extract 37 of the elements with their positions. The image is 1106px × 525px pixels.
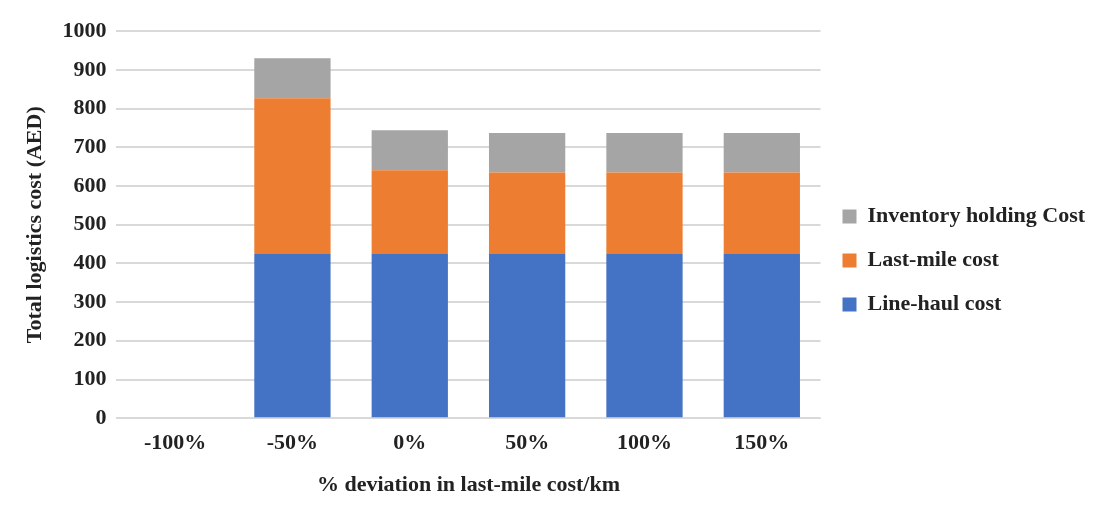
- y-tick-label: 500: [73, 210, 107, 236]
- legend-label: Line-haul cost: [867, 290, 1003, 316]
- y-tick-label: 300: [73, 287, 107, 313]
- x-tick-label: -50%: [266, 429, 319, 455]
- legend-label: Inventory holding Cost: [867, 202, 1086, 228]
- bar: [606, 172, 683, 255]
- y-axis-title: Total logistics cost (AED): [20, 106, 46, 344]
- y-tick-label: 1000: [62, 16, 107, 42]
- y-tick-label: 0: [95, 403, 107, 429]
- y-tick-label: 400: [73, 249, 107, 275]
- x-tick-label: 100%: [616, 429, 672, 455]
- bar: [254, 58, 331, 99]
- x-tick-label: 150%: [734, 429, 790, 455]
- y-tick-label: 900: [73, 55, 107, 81]
- x-tick-label: 0%: [393, 429, 427, 455]
- bar: [488, 172, 566, 255]
- bar: [371, 130, 448, 171]
- legend-label: Last-mile cost: [867, 246, 1000, 272]
- bar: [723, 254, 800, 418]
- x-tick-label: -100%: [143, 429, 207, 455]
- bar: [606, 254, 683, 418]
- bar: [723, 132, 800, 173]
- bar: [254, 98, 331, 255]
- bar: [488, 132, 566, 173]
- y-tick-label: 700: [73, 132, 107, 158]
- y-tick-label: 200: [73, 326, 107, 352]
- bar: [371, 170, 448, 255]
- x-tick-label: 50%: [505, 429, 550, 455]
- bar: [254, 254, 331, 418]
- y-tick-label: 800: [73, 94, 107, 120]
- x-axis-title: % deviation in last-mile cost/km: [316, 471, 620, 497]
- bar: [723, 172, 800, 255]
- y-tick-label: 100: [73, 365, 107, 391]
- y-tick-label: 600: [73, 171, 107, 197]
- bar: [488, 254, 566, 418]
- bar: [371, 254, 448, 418]
- bar: [606, 132, 683, 173]
